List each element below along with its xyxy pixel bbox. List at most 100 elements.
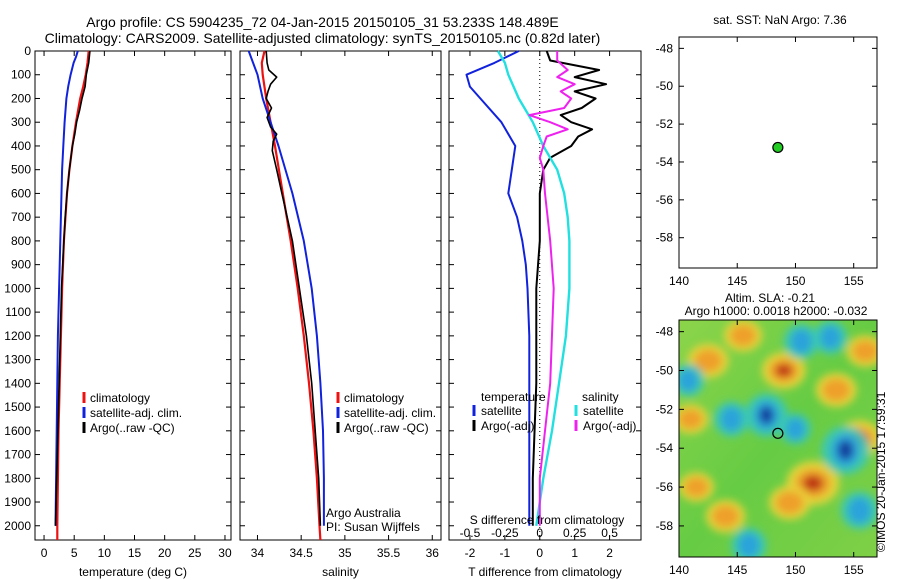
y-tick-label: 400 xyxy=(11,139,31,153)
diff-series-salinity-satellite xyxy=(496,50,571,526)
x2-tick-label: 0 xyxy=(536,526,543,540)
x-tick-label: 150 xyxy=(785,274,805,288)
y-tick-label: -56 xyxy=(656,193,674,207)
legend-header: temperature xyxy=(481,390,546,404)
x-tick-label: 20 xyxy=(158,546,172,560)
sla-negative xyxy=(848,497,871,524)
x-tick-label: 35 xyxy=(338,546,352,560)
sla-positive xyxy=(684,477,709,497)
x-tick-label: 34 xyxy=(251,546,265,560)
sla-negative xyxy=(790,329,812,354)
y-tick-label: 100 xyxy=(11,68,31,82)
y-tick-label: 200 xyxy=(11,91,31,105)
y-tick-label: -56 xyxy=(656,480,674,494)
x-tick-label: 155 xyxy=(844,563,864,577)
y-tick-label: 1100 xyxy=(5,305,31,319)
temp-series-argo xyxy=(54,50,91,526)
sla-title-line1: Altim. SLA: -0.21 xyxy=(724,291,816,305)
y-tick-label: -52 xyxy=(656,117,674,131)
legend-label: Argo(..raw -QC) xyxy=(90,421,175,435)
legend-header: salinity xyxy=(582,390,619,404)
temp-series-satellite xyxy=(54,50,79,526)
legend-label: climatology xyxy=(344,391,404,405)
y-tick-label: 2000 xyxy=(4,519,31,533)
argo-location-marker xyxy=(772,141,784,154)
x-tick-label: 15 xyxy=(128,546,142,560)
sla-map-frame xyxy=(678,319,878,558)
diff-series-salinity-argo xyxy=(528,51,576,526)
sal-series-climatology xyxy=(260,50,322,541)
x-tick-label: 10 xyxy=(98,546,112,560)
diff-series-temperature-satellite xyxy=(465,50,531,526)
legend-label: satellite xyxy=(583,404,624,418)
x-tick-label: 35.5 xyxy=(377,546,401,560)
x2-tick-label: 0.5 xyxy=(601,526,618,540)
x-tick-label: 155 xyxy=(844,274,864,288)
y-tick-label: 900 xyxy=(11,258,31,272)
annotation-text: PI: Susan Wijffels xyxy=(326,520,420,534)
x-tick-label: 5 xyxy=(71,546,78,560)
diff-series-temperature-argo xyxy=(531,50,608,526)
sal-series-satellite xyxy=(247,50,325,526)
y-tick-label: -58 xyxy=(656,519,674,533)
legend-label: Argo(-adj) xyxy=(481,419,534,433)
sla-negative xyxy=(759,406,774,425)
x-axis-label: salinity xyxy=(322,565,359,579)
y-tick-label: 1200 xyxy=(4,329,31,343)
sla-positive xyxy=(712,505,739,527)
x2-axis-label: S difference from climatology xyxy=(470,513,625,527)
x-tick-label: -2 xyxy=(465,546,476,560)
sal-series-argo xyxy=(265,50,322,526)
x2-tick-label: -0.25 xyxy=(491,526,519,540)
legend-label: Argo(..raw -QC) xyxy=(344,421,429,435)
legend-label: satellite-adj. clim. xyxy=(344,406,436,420)
sla-positive xyxy=(694,349,722,372)
y-tick-label: 1800 xyxy=(4,471,31,485)
figure-title-line1: Argo profile: CS 5904235_72 04-Jan-2015 … xyxy=(86,14,559,30)
annotation-text: Argo Australia xyxy=(326,506,401,520)
y-tick-label: 1300 xyxy=(4,353,31,367)
x-axis-label: T difference from climatology xyxy=(468,565,622,579)
x-tick-label: -1 xyxy=(500,546,511,560)
y-tick-label: 800 xyxy=(11,234,31,248)
x-tick-label: 0 xyxy=(41,546,48,560)
argo-location-marker xyxy=(772,427,784,439)
x-tick-label: 0 xyxy=(536,546,543,560)
sla-positive xyxy=(730,325,756,346)
sst-title: sat. SST: NaN Argo: 7.36 xyxy=(713,13,847,27)
y-tick-label: 500 xyxy=(11,163,31,177)
y-tick-label: 1000 xyxy=(4,281,31,295)
diff-panel-frame xyxy=(448,50,642,541)
x-tick-label: 25 xyxy=(188,546,202,560)
sla-positive xyxy=(803,475,823,491)
sla-negative xyxy=(837,440,854,461)
y-tick-label: 1500 xyxy=(4,400,31,414)
x2-tick-label: -0.5 xyxy=(460,526,481,540)
y-tick-label: 1400 xyxy=(4,376,31,390)
sla-positive xyxy=(775,364,793,377)
y-tick-label: 1900 xyxy=(4,495,31,509)
legend-label: climatology xyxy=(90,391,150,405)
figure-title-line2: Climatology: CARS2009. Satellite-adjuste… xyxy=(44,30,601,46)
x-tick-label: 145 xyxy=(727,274,747,288)
sst-map-frame xyxy=(678,36,878,269)
y-tick-label: -48 xyxy=(656,325,674,339)
sla-title-line2: Argo h1000: 0.0018 h2000: -0.032 xyxy=(684,304,868,318)
y-tick-label: -54 xyxy=(656,441,674,455)
x-tick-label: 145 xyxy=(727,563,747,577)
y-tick-label: -50 xyxy=(656,364,674,378)
x-tick-label: 140 xyxy=(669,563,689,577)
sla-positive xyxy=(775,491,804,514)
y-tick-label: -54 xyxy=(656,155,674,169)
x-tick-label: 140 xyxy=(669,274,689,288)
x-tick-label: 150 xyxy=(785,563,805,577)
sla-heatmap xyxy=(679,320,877,557)
y-tick-label: -52 xyxy=(656,402,674,416)
sla-negative xyxy=(820,325,841,350)
y-tick-label: 1700 xyxy=(4,448,31,462)
legend-label: satellite xyxy=(481,404,522,418)
y-tick-label: 0 xyxy=(24,44,31,58)
x-tick-label: 1 xyxy=(571,546,578,560)
sal-panel-frame xyxy=(239,50,442,541)
